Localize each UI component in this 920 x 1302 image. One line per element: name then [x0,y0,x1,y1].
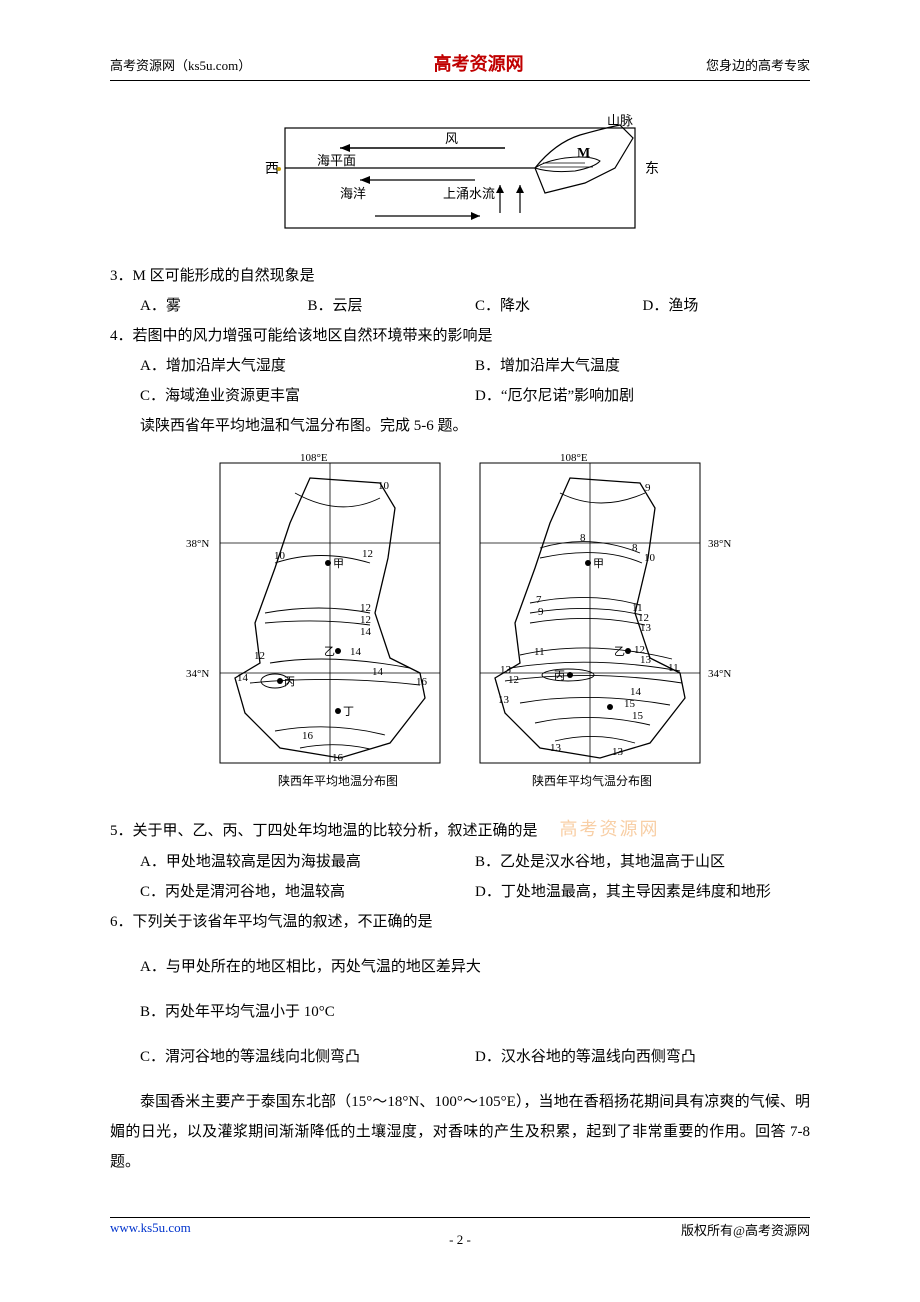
svg-text:9: 9 [645,482,651,494]
q4-option-D: D．“厄尔尼诺”影响加剧 [475,381,810,411]
svg-text:34°N: 34°N [708,668,731,680]
svg-text:14: 14 [237,672,249,684]
svg-text:11: 11 [534,646,545,658]
q5-option-A: A．甲处地温较高是因为海拔最高 [140,847,475,877]
header-right: 您身边的高考专家 [706,55,810,74]
svg-text:西: 西 [265,162,279,177]
cross-section-diagram: M 风 海平面 海洋 上涌水流 [110,113,810,243]
svg-text:11: 11 [668,662,679,674]
footer-copyright: 版权所有@高考资源网 [681,1220,810,1239]
svg-text:8: 8 [632,542,638,554]
svg-text:海洋: 海洋 [340,186,366,201]
svg-text:甲: 甲 [333,558,344,570]
page-footer: www.ks5u.com 版权所有@高考资源网 - 2 - [110,1217,810,1239]
q6-option-A: A．与甲处所在的地区相比，丙处气温的地区差异大 [110,952,810,982]
page-number: - 2 - [449,1232,471,1248]
q5-options-row1: A．甲处地温较高是因为海拔最高 B．乙处是汉水谷地，其地温高于山区 [110,847,810,877]
content-body: M 风 海平面 海洋 上涌水流 [110,81,810,1177]
svg-text:38°N: 38°N [708,538,731,550]
q6-option-D: D．汉水谷地的等温线向西侧弯凸 [475,1042,810,1072]
svg-text:7: 7 [536,594,542,606]
right-map-caption: 陕西年平均气温分布图 [532,773,652,788]
svg-text:14: 14 [360,626,372,638]
svg-text:10: 10 [378,480,390,492]
svg-text:海平面: 海平面 [317,153,356,168]
svg-text:14: 14 [372,666,384,678]
q3-option-B: B．云层 [308,291,476,321]
q3-option-C: C．降水 [475,291,643,321]
svg-text:丁: 丁 [343,706,354,718]
svg-text:12: 12 [508,674,519,686]
svg-text:13: 13 [640,622,652,634]
svg-text:13: 13 [498,694,510,706]
svg-text:12: 12 [360,614,371,626]
header-left: 高考资源网（ks5u.com） [110,55,251,74]
q3-options: A．雾 B．云层 C．降水 D．渔场 [110,291,810,321]
left-map-caption: 陕西年平均地温分布图 [278,773,398,788]
q4-option-A: A．增加沿岸大气湿度 [140,351,475,381]
svg-text:14: 14 [350,646,362,658]
svg-text:16: 16 [332,752,344,764]
svg-text:甲: 甲 [593,558,604,570]
svg-text:10: 10 [274,550,286,562]
q5-row: 5．关于甲、乙、丙、丁四处年均地温的比较分析，叙述正确的是 高考资源网 [110,811,810,847]
q4-option-C: C．海域渔业资源更丰富 [140,381,475,411]
svg-text:山脉: 山脉 [607,113,633,128]
svg-text:12: 12 [254,650,265,662]
svg-text:12: 12 [362,548,373,560]
q4-stem: 4．若图中的风力增强可能给该地区自然环境带来的影响是 [110,321,810,351]
svg-text:34°N: 34°N [186,668,209,680]
watermark-text: 高考资源网 [560,811,660,847]
q4-option-B: B．增加沿岸大气温度 [475,351,810,381]
svg-text:8: 8 [580,532,586,544]
footer-url: www.ks5u.com [110,1220,191,1239]
q4-options-row1: A．增加沿岸大气湿度 B．增加沿岸大气温度 [110,351,810,381]
shaanxi-maps: 甲 乙 丙 丁 10 10 12 12 12 14 12 14 14 16 14 [110,453,810,793]
site-logo-text: 高考资源网 [434,50,524,76]
svg-text:15: 15 [624,698,636,710]
svg-text:16: 16 [302,730,314,742]
svg-text:风: 风 [445,131,458,146]
q6-options-row-CD: C．渭河谷地的等温线向北侧弯凸 D．汉水谷地的等温线向西侧弯凸 [110,1042,810,1072]
svg-text:东: 东 [645,161,659,177]
q3-option-D: D．渔场 [643,291,811,321]
svg-text:108°E: 108°E [560,453,588,464]
q4-options-row2: C．海域渔业资源更丰富 D．“厄尔尼诺”影响加剧 [110,381,810,411]
svg-text:12: 12 [360,602,371,614]
q3-option-A: A．雾 [140,291,308,321]
svg-text:丙: 丙 [284,676,295,688]
svg-text:16: 16 [416,676,428,688]
svg-text:13: 13 [612,746,624,758]
svg-text:13: 13 [640,654,652,666]
q6-option-C: C．渭河谷地的等温线向北侧弯凸 [140,1042,475,1072]
label-M: M [577,146,590,161]
q5-option-C: C．丙处是渭河谷地，地温较高 [140,877,475,907]
svg-text:乙: 乙 [324,645,335,658]
intro-5-6: 读陕西省年平均地温和气温分布图。完成 5-6 题。 [110,411,810,441]
svg-text:108°E: 108°E [300,453,328,464]
q5-option-D: D．丁处地温最高，其主导因素是纬度和地形 [475,877,810,907]
q5-option-B: B．乙处是汉水谷地，其地温高于山区 [475,847,810,877]
q6-stem: 6．下列关于该省年平均气温的叙述，不正确的是 [110,907,810,937]
q6-option-B: B．丙处年平均气温小于 10°C [110,997,810,1027]
svg-text:丙: 丙 [554,670,565,682]
svg-text:乙: 乙 [614,645,625,658]
svg-text:10: 10 [644,552,656,564]
page-header: 高考资源网（ks5u.com） 高考资源网 您身边的高考专家 [110,50,810,81]
svg-text:14: 14 [630,686,642,698]
svg-text:9: 9 [538,606,544,618]
q5-options-row2: C．丙处是渭河谷地，地温较高 D．丁处地温最高，其主导因素是纬度和地形 [110,877,810,907]
svg-text:15: 15 [632,710,644,722]
q5-stem: 5．关于甲、乙、丙、丁四处年均地温的比较分析，叙述正确的是 [110,816,538,846]
q3-stem: 3．M 区可能形成的自然现象是 [110,261,810,291]
svg-text:38°N: 38°N [186,538,209,550]
intro-7-8: 泰国香米主要产于泰国东北部（15°～18°N、100°～105°E），当地在香稻… [110,1087,810,1177]
svg-text:13: 13 [550,742,562,754]
svg-text:上涌水流: 上涌水流 [443,186,495,201]
